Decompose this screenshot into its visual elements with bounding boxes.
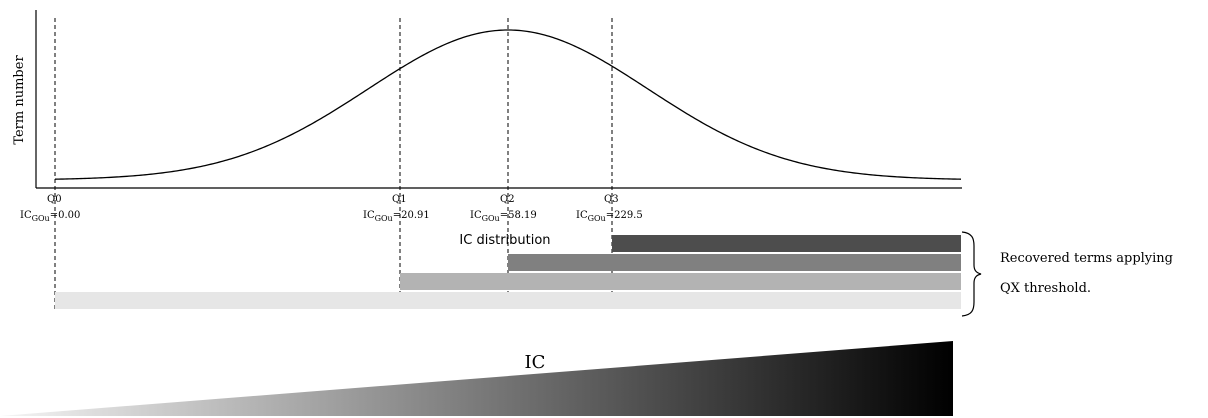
q0-label: Q0 [47,194,62,205]
distribution-curve [54,29,962,180]
bar-q3-threshold [612,235,961,252]
bar-q2-threshold [508,254,961,271]
q2-ic-value: ICGOu=58.19 [470,210,537,223]
bar-q1-threshold [400,273,961,290]
q2-label: Q2 [500,194,515,205]
side-text-line1: Recovered terms applying [1000,251,1173,266]
q0-ic-value: ICGOu=0.00 [20,210,80,223]
q1-label: Q1 [392,194,407,205]
q3-ic-value: ICGOu=229.5 [576,210,643,223]
ic-gradient-label: IC [525,352,546,373]
q1-ic-value: ICGOu=20.91 [363,210,430,223]
curly-brace [961,231,982,317]
ic-gradient-wedge [0,341,953,416]
q3-label: Q3 [604,194,619,205]
ic-distribution-caption: IC distribution [459,233,550,248]
side-text-line2: QX threshold. [1000,281,1091,296]
y-axis-label: Term number [12,55,27,145]
bar-q0-threshold [55,292,961,309]
